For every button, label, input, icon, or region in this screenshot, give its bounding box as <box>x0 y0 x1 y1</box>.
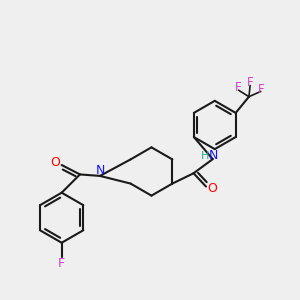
Text: F: F <box>58 257 65 271</box>
Text: N: N <box>209 149 218 162</box>
Text: F: F <box>234 81 241 94</box>
Text: O: O <box>208 182 218 195</box>
Text: F: F <box>247 76 254 89</box>
Text: H: H <box>201 151 209 160</box>
Text: N: N <box>96 164 106 177</box>
Text: F: F <box>258 83 265 96</box>
Text: O: O <box>50 156 60 169</box>
